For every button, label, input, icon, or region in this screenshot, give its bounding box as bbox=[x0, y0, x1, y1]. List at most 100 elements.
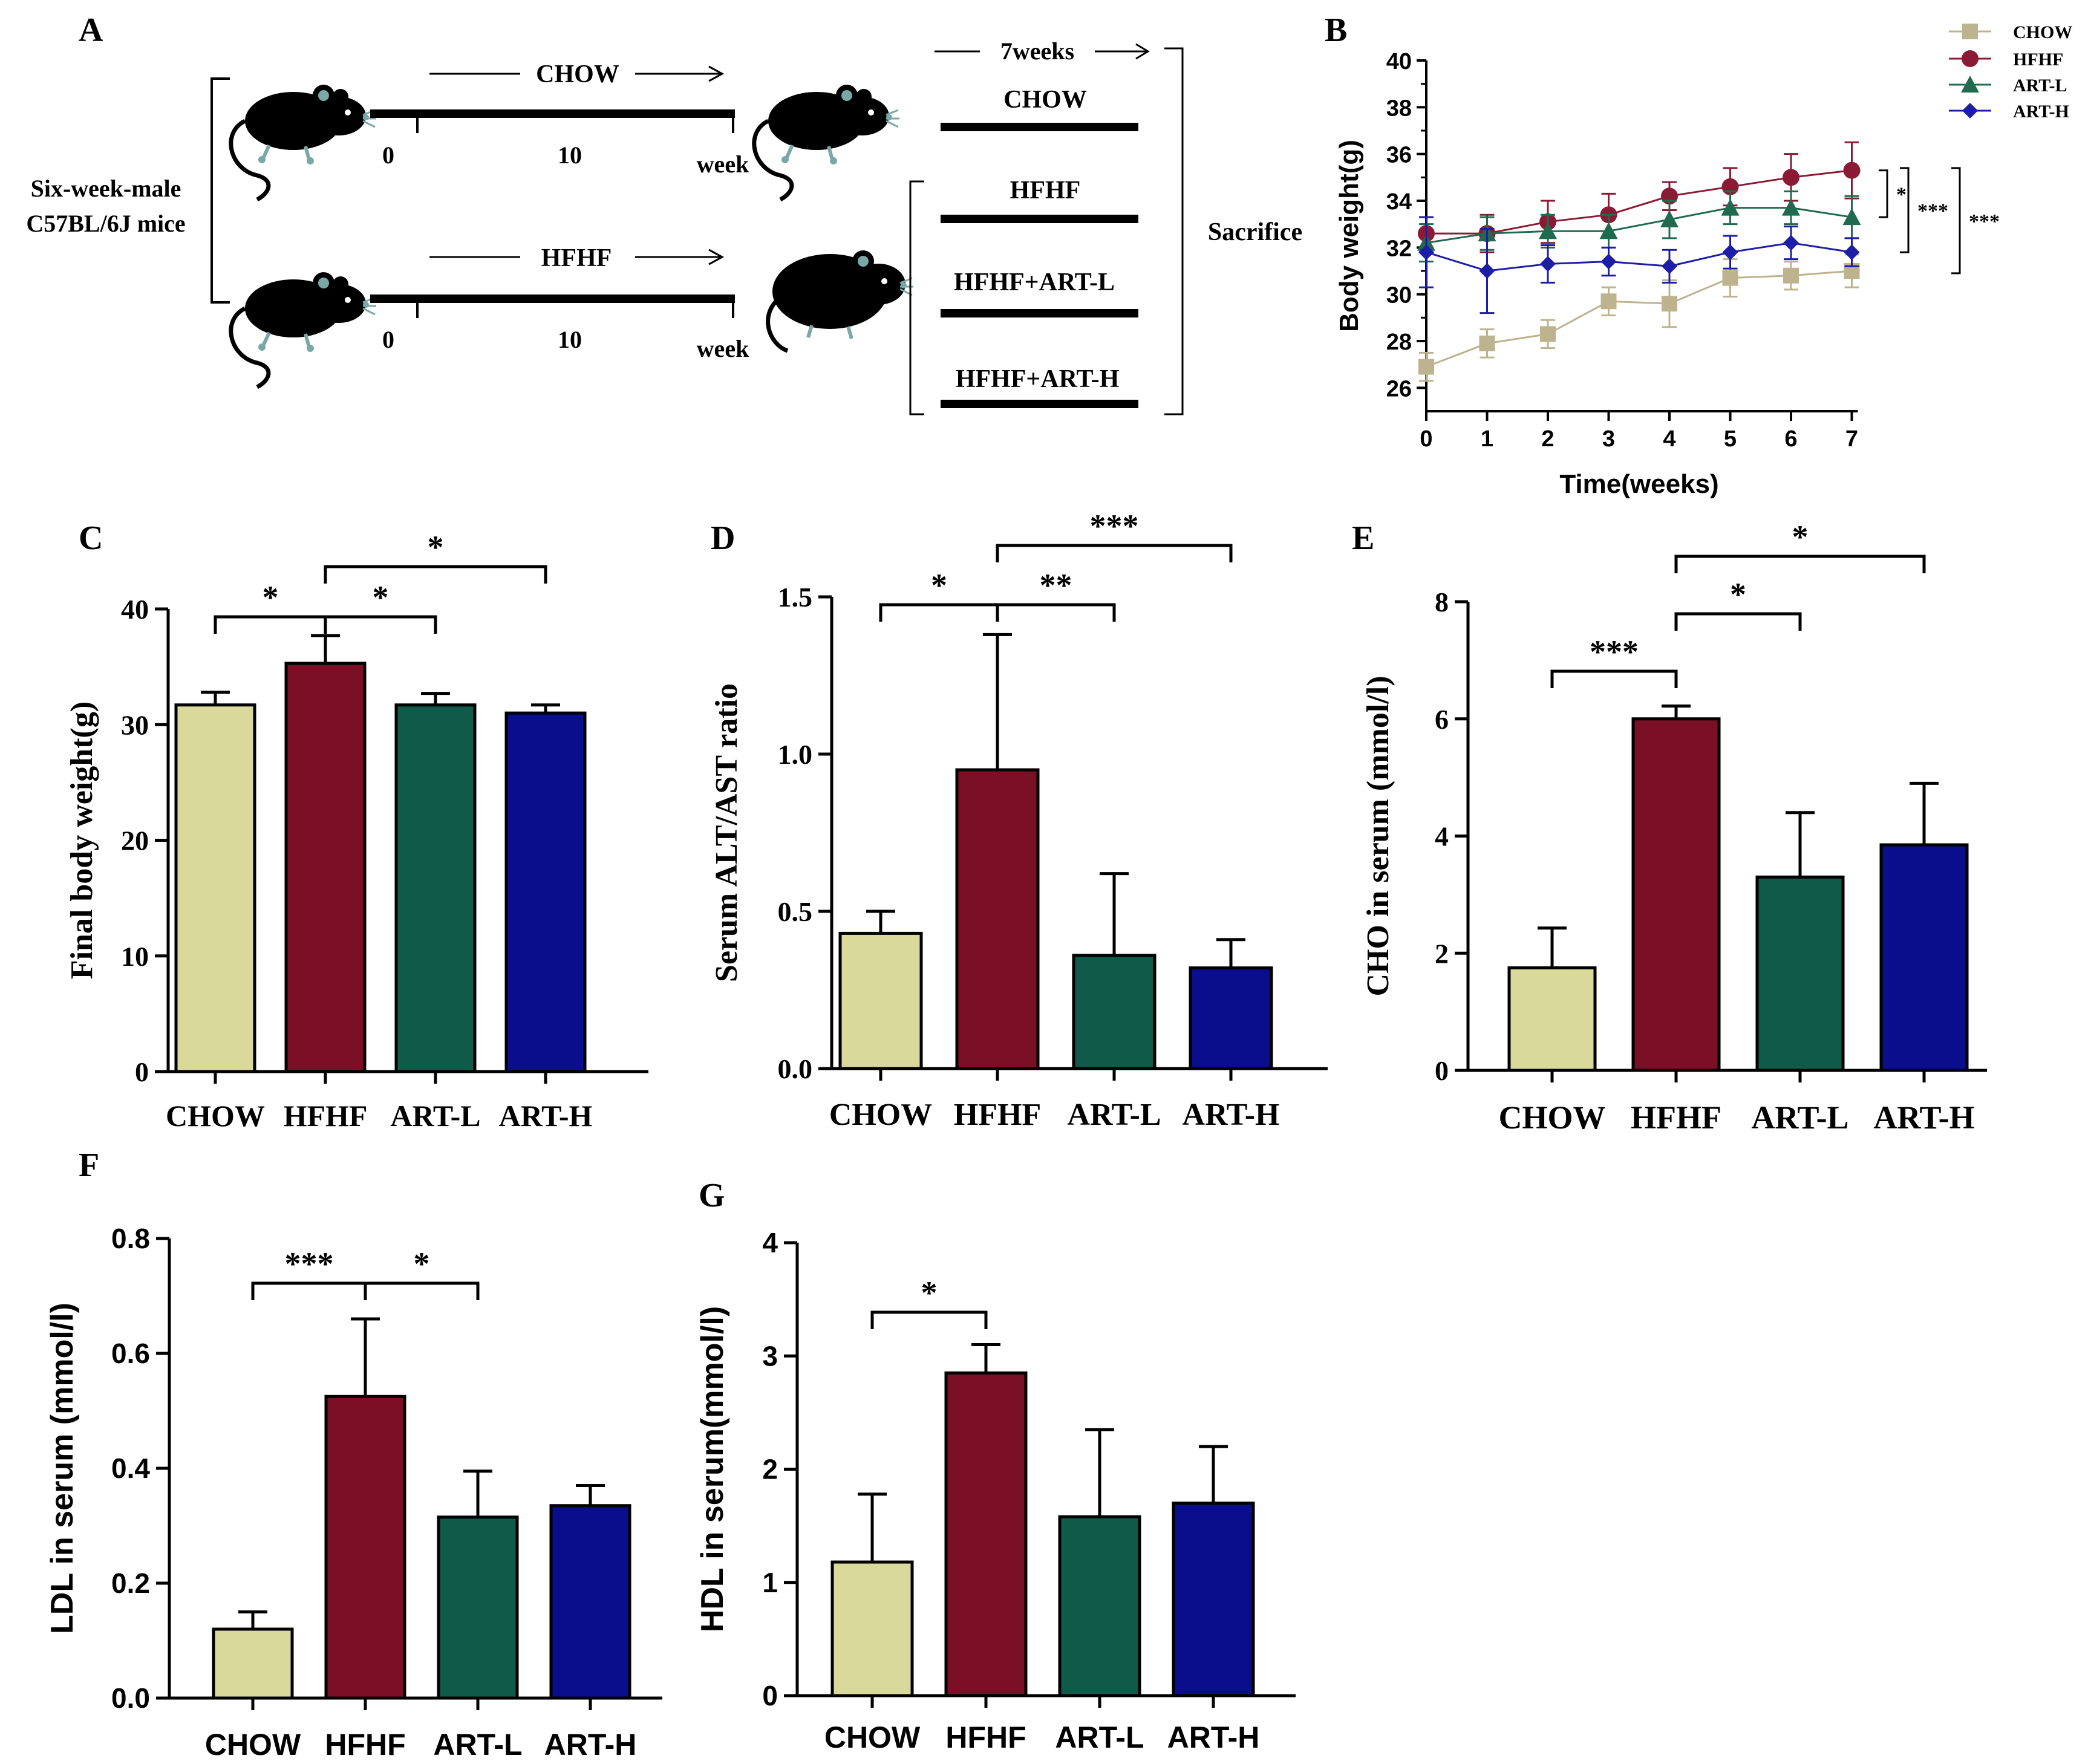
bar-chow bbox=[830, 1560, 914, 1697]
y-tick-label: 1.5 bbox=[778, 582, 813, 613]
panel-label-c: C bbox=[79, 519, 103, 557]
bar-art-h bbox=[549, 1504, 631, 1700]
x-tick-label: ART-H bbox=[499, 1099, 593, 1133]
x-tick-label: 1 bbox=[1481, 426, 1493, 452]
significance-label: * bbox=[373, 579, 389, 616]
significance-bracket bbox=[870, 1310, 988, 1329]
significance-bracket bbox=[1674, 612, 1802, 631]
legend-marker bbox=[1961, 76, 1979, 93]
significance-label: *** bbox=[1969, 210, 2000, 233]
series-line bbox=[1426, 169, 1852, 235]
legend-marker bbox=[1962, 50, 1979, 67]
significance-bracket bbox=[364, 1281, 480, 1300]
panel-c-bar-chart: C 0 10 20 30 40 Final body weight(g) CHOW HFHF A… bbox=[65, 519, 648, 1133]
y-tick-label: 38 bbox=[1386, 96, 1412, 121]
x-axis-label: Time(weeks) bbox=[1559, 469, 1718, 499]
panel-g-bar-chart: G 0 1 2 3 4 HDL in serum(mmol/l) CHOW HFHF ART-L… bbox=[695, 1177, 1296, 1754]
x-tick-label: HFHF bbox=[945, 1720, 1026, 1754]
y-tick-label: 0.8 bbox=[111, 1223, 150, 1254]
panel-a-schematic: A Six-week-male C57BL/6J mice CHOW 0 10 … bbox=[26, 11, 1302, 415]
series-line bbox=[1426, 242, 1852, 272]
bar-art-h bbox=[504, 711, 587, 1073]
bar-art-l bbox=[394, 703, 477, 1073]
y-tick-label: 34 bbox=[1386, 189, 1412, 215]
y-axis-label: Body weight(g) bbox=[1334, 140, 1364, 332]
bottom-week-label: week bbox=[697, 335, 749, 362]
y-tick-label: 0.0 bbox=[111, 1682, 150, 1714]
mouse-icon-obese bbox=[768, 250, 913, 351]
group-label-hfhf: HFHF bbox=[1010, 177, 1081, 204]
x-tick-label: CHOW bbox=[166, 1099, 265, 1133]
x-tick-label: 0 bbox=[1420, 426, 1432, 452]
y-tick-label: 0 bbox=[1435, 1055, 1449, 1086]
bar-art-h bbox=[1172, 1502, 1255, 1697]
bar-art-l bbox=[1755, 875, 1845, 1072]
cohort-bracket bbox=[210, 77, 230, 304]
significance-label: *** bbox=[285, 1246, 334, 1282]
y-axis-label: Serum ALT/AST ratio bbox=[710, 683, 744, 982]
significance-label: ** bbox=[1040, 567, 1072, 604]
data-point bbox=[1539, 222, 1557, 239]
significance-label: * bbox=[263, 579, 279, 616]
bar-art-h bbox=[1189, 966, 1273, 1070]
data-point bbox=[1479, 335, 1495, 351]
bar-chow bbox=[838, 931, 923, 1070]
top-diet-label: CHOW bbox=[536, 60, 619, 88]
y-tick-label: 0.5 bbox=[778, 896, 813, 927]
y-axis-label: HDL in serum(mmol/l) bbox=[695, 1306, 730, 1632]
x-tick-label: 3 bbox=[1602, 426, 1615, 452]
y-tick-label: 40 bbox=[121, 594, 149, 625]
series-chow bbox=[1418, 253, 1860, 382]
data-point bbox=[1479, 263, 1495, 279]
bottom-diet-label: HFHF bbox=[541, 244, 612, 272]
bottom-tick-10: 10 bbox=[558, 326, 582, 353]
significance-bracket bbox=[1900, 167, 1910, 253]
group-label-hfhf-art-h: HFHF+ART-H bbox=[956, 365, 1120, 393]
series-line bbox=[1426, 270, 1852, 368]
significance-bracket bbox=[996, 544, 1233, 562]
x-tick-label: 2 bbox=[1541, 426, 1554, 452]
bar-hfhf bbox=[324, 1395, 406, 1700]
data-point bbox=[1662, 296, 1677, 312]
significance-bracket bbox=[996, 603, 1116, 622]
data-point bbox=[1662, 258, 1677, 275]
significance-bracket bbox=[879, 603, 999, 622]
panel-label-e: E bbox=[1352, 519, 1374, 557]
y-tick-label: 2 bbox=[1435, 938, 1449, 969]
y-tick-label: 2 bbox=[762, 1454, 778, 1485]
x-tick-label: ART-L bbox=[433, 1728, 522, 1762]
bar-art-l bbox=[1072, 954, 1157, 1070]
data-point bbox=[1418, 244, 1434, 261]
y-tick-label: 3 bbox=[762, 1340, 778, 1372]
mouse-icon-top-start bbox=[231, 85, 376, 200]
y-tick-label: 6 bbox=[1435, 704, 1449, 735]
top-week-label: week bbox=[697, 151, 749, 178]
y-tick-label: 0.6 bbox=[111, 1338, 150, 1369]
significance-label: *** bbox=[1590, 634, 1639, 670]
panel-f-bar-chart: F 0.0 0.2 0.4 0.6 0.8 LDL in serum (mmol/l) CH… bbox=[45, 1147, 662, 1762]
legend: CHOW HFHF ART-L ART-H bbox=[1949, 22, 2072, 122]
significance-bracket bbox=[1550, 669, 1678, 688]
x-tick-label: CHOW bbox=[1498, 1099, 1605, 1136]
data-point bbox=[1540, 326, 1556, 342]
significance-label: * bbox=[414, 1246, 430, 1282]
panel-e-bar-chart: E 0 2 4 6 8 CHO in serum (mmol/l) CHOW HFHF ART-… bbox=[1352, 519, 1987, 1136]
data-point bbox=[1722, 244, 1738, 261]
significance-label: * bbox=[1896, 183, 1907, 206]
y-tick-label: 4 bbox=[762, 1227, 778, 1258]
significance-bracket bbox=[1951, 167, 1961, 275]
x-tick-label: 4 bbox=[1663, 426, 1675, 452]
y-tick-label: 30 bbox=[1386, 283, 1412, 308]
series-line bbox=[1426, 207, 1852, 244]
significance-label: * bbox=[931, 567, 947, 604]
x-tick-label: HFHF bbox=[325, 1728, 405, 1762]
significance-label: * bbox=[921, 1275, 938, 1311]
x-tick-label: HFHF bbox=[284, 1099, 368, 1133]
panel-d-bar-chart: D 0.0 0.5 1.0 1.5 Serum ALT/AST ratio CHOW HFH… bbox=[710, 508, 1328, 1132]
x-tick-label: 6 bbox=[1784, 426, 1797, 452]
bar-art-h bbox=[1879, 843, 1969, 1072]
x-tick-label: ART-H bbox=[1873, 1099, 1974, 1136]
panel-label-b: B bbox=[1325, 11, 1347, 49]
significance-label: * bbox=[1730, 576, 1746, 613]
legend-marker bbox=[1962, 24, 1978, 39]
